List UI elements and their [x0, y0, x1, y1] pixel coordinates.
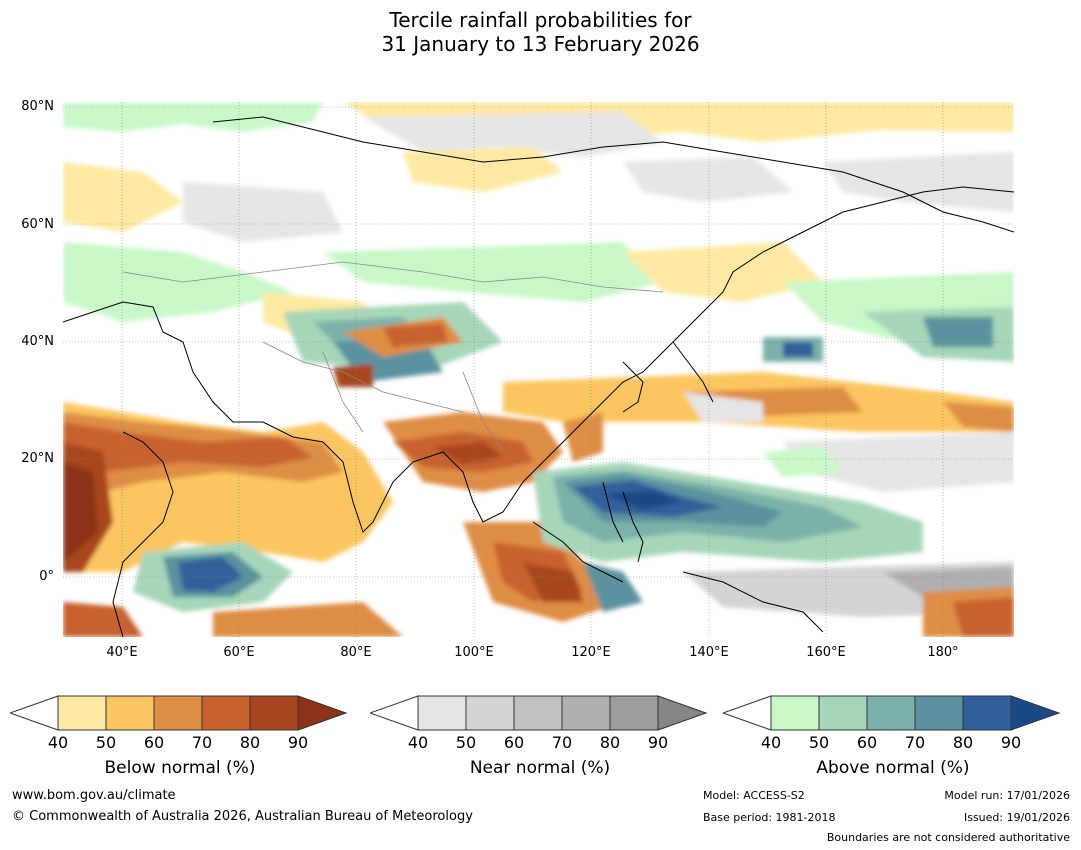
lon-label-60e: 60°E — [223, 645, 255, 660]
copyright-text: © Commonwealth of Australia 2026, Austra… — [12, 809, 473, 824]
lat-label-0: 0° — [39, 569, 54, 584]
lon-label-100e: 100°E — [454, 645, 494, 660]
lat-label-20n: 20°N — [21, 451, 54, 466]
colorbar-below-normal-segment — [201, 695, 251, 731]
lon-label-160e: 160°E — [806, 645, 846, 660]
tick-above-70: 70 — [904, 733, 926, 752]
colorbar-below-normal-segment — [249, 695, 299, 731]
colorbar-below-normal-segment — [57, 695, 107, 731]
legend-title-near-normal: Near normal (%) — [469, 758, 611, 778]
colorbar-above-normal-segment — [866, 695, 916, 731]
lat-label-60n: 60°N — [21, 217, 54, 232]
colorbar-above-normal-segment — [914, 695, 964, 731]
legend-near-normal — [370, 695, 710, 731]
title-line-1: Tercile rainfall probabilities for — [389, 8, 692, 32]
colorbar-below-normal-low-arrow — [10, 695, 59, 731]
legend-below-normal — [10, 695, 350, 731]
colorbar-near-normal-segment — [609, 695, 659, 731]
lon-label-80e: 80°E — [340, 645, 372, 660]
colorbar-above-normal-low-arrow — [723, 695, 772, 731]
tick-below-60: 60 — [143, 733, 165, 752]
base-period: Base period: 1981-2018 — [703, 811, 836, 824]
tick-below-80: 80 — [239, 733, 261, 752]
colorbar-near-normal-segment — [561, 695, 611, 731]
legend-title-below-normal: Below normal (%) — [104, 758, 256, 778]
lat-label-40n: 40°N — [21, 334, 54, 349]
colorbar-near-normal-segment — [513, 695, 563, 731]
colorbar-above-normal-segment — [818, 695, 868, 731]
issued-date: Issued: 19/01/2026 — [963, 811, 1070, 824]
tick-below-70: 70 — [191, 733, 213, 752]
tick-above-50: 50 — [808, 733, 830, 752]
colorbar-near-normal-low-arrow — [370, 695, 419, 731]
tick-above-90: 90 — [1000, 733, 1022, 752]
map-title: Tercile rainfall probabilities for 31 Ja… — [0, 8, 1081, 56]
colorbar-below-normal-segment — [105, 695, 155, 731]
tick-above-80: 80 — [952, 733, 974, 752]
legend-above-normal — [723, 695, 1063, 731]
tick-near-80: 80 — [599, 733, 621, 752]
coastlines — [63, 116, 1014, 637]
tick-below-40: 40 — [47, 733, 69, 752]
colorbar-above-normal — [723, 695, 1061, 731]
colorbar-above-normal-segment — [962, 695, 1012, 731]
lon-label-40e: 40°E — [106, 645, 138, 660]
colorbar-near-normal-segment — [417, 695, 467, 731]
model-run-date: Model run: 17/01/2026 — [944, 789, 1070, 802]
tick-below-90: 90 — [287, 733, 309, 752]
legend-title-above-normal: Above normal (%) — [816, 758, 970, 778]
colorbar-below-normal — [10, 695, 348, 731]
colorbar-near-normal — [370, 695, 708, 731]
lat-label-80n: 80°N — [21, 99, 54, 114]
tick-near-60: 60 — [503, 733, 525, 752]
tick-below-50: 50 — [95, 733, 117, 752]
colorbar-above-normal-segment — [770, 695, 820, 731]
tick-near-50: 50 — [455, 733, 477, 752]
graticule — [63, 102, 1014, 637]
tick-above-60: 60 — [856, 733, 878, 752]
model-name: Model: ACCESS-S2 — [703, 789, 805, 802]
lon-label-140e: 140°E — [689, 645, 729, 660]
country-borders — [122, 261, 664, 453]
tick-near-90: 90 — [647, 733, 669, 752]
title-line-2: 31 January to 13 February 2026 — [381, 32, 700, 56]
tick-above-40: 40 — [760, 733, 782, 752]
colorbar-near-normal-segment — [465, 695, 515, 731]
website-link[interactable]: www.bom.gov.au/climate — [12, 788, 176, 803]
colorbar-above-normal-high-arrow — [1010, 695, 1061, 731]
lon-label-120e: 120°E — [571, 645, 611, 660]
colorbar-near-normal-high-arrow — [657, 695, 708, 731]
lon-label-180: 180° — [927, 645, 959, 660]
colorbar-below-normal-high-arrow — [297, 695, 348, 731]
colorbar-below-normal-segment — [153, 695, 203, 731]
tick-near-40: 40 — [407, 733, 429, 752]
boundaries-disclaimer: Boundaries are not considered authoritat… — [826, 831, 1070, 844]
rainfall-probability-map — [63, 102, 1014, 637]
probability-shading — [63, 102, 1014, 637]
tick-near-70: 70 — [551, 733, 573, 752]
